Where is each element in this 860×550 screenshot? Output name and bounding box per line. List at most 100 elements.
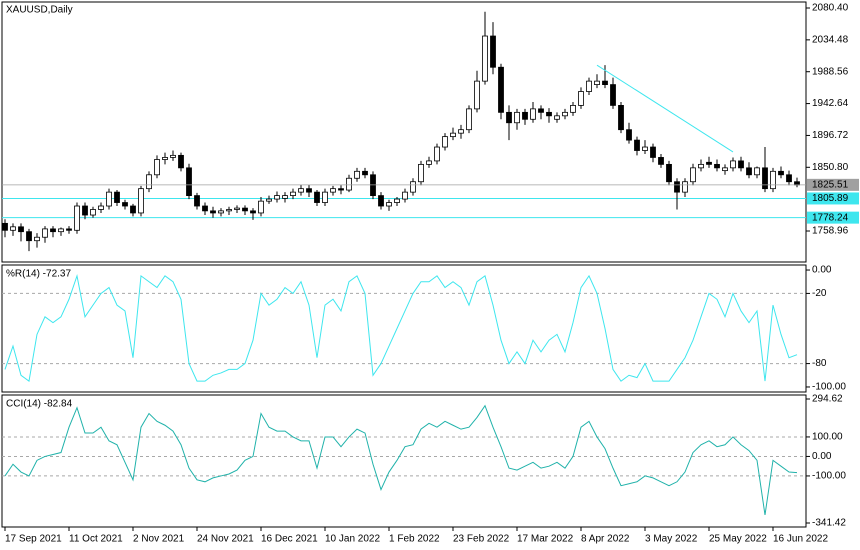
y-tick-label: 294.62 <box>812 394 843 405</box>
candle-body <box>2 222 8 231</box>
candle-body <box>466 108 472 131</box>
candle-body <box>426 160 432 165</box>
y-tick-label: 1758.96 <box>812 226 849 237</box>
candle-body <box>226 209 232 212</box>
candle-body <box>570 105 576 113</box>
candle-body <box>106 191 112 207</box>
candle-body <box>714 163 720 169</box>
candle-body <box>394 198 400 203</box>
y-tick-label: 2034.48 <box>812 35 849 46</box>
candle-body <box>194 195 200 207</box>
x-tick-label: 17 Mar 2022 <box>517 534 574 545</box>
x-tick-label: 11 Oct 2021 <box>69 534 123 545</box>
candle-body <box>634 139 640 151</box>
candle-body <box>642 146 648 151</box>
x-tick-label: 23 Feb 2022 <box>453 534 510 545</box>
candle-body <box>386 202 392 207</box>
candle-body <box>58 228 64 233</box>
candle-body <box>378 195 384 207</box>
candle-body <box>234 207 240 210</box>
candle-body <box>610 84 616 106</box>
candle-body <box>290 191 296 197</box>
candle-body <box>442 136 448 148</box>
candle-body <box>266 198 272 202</box>
candle-body <box>18 226 24 233</box>
level-label: 1778.24 <box>812 212 849 223</box>
panel-frame <box>1 1 807 263</box>
level-label: 1805.89 <box>812 193 849 204</box>
candle-body <box>10 226 16 231</box>
candle-body <box>418 163 424 183</box>
y-tick-label: 2080.40 <box>812 3 849 14</box>
candle-body <box>722 167 728 172</box>
x-tick-label: 1 Feb 2022 <box>389 534 440 545</box>
candle-body <box>562 111 568 117</box>
candle-body <box>346 177 352 191</box>
candle-body <box>706 161 712 165</box>
candle-body <box>210 210 216 214</box>
candle-body <box>42 228 48 238</box>
candle-body <box>538 108 544 113</box>
candle-body <box>202 205 208 212</box>
candle-body <box>450 132 456 138</box>
candle-body <box>154 159 160 176</box>
y-tick-label: 1988.56 <box>812 66 849 77</box>
level-label-box <box>807 192 859 205</box>
candle-body <box>410 181 416 193</box>
x-tick-label: 8 Apr 2022 <box>581 534 630 545</box>
candle-body <box>402 191 408 200</box>
candle-body <box>514 111 520 124</box>
candle-body <box>338 188 344 191</box>
last-price-label: 1825.51 <box>812 179 849 190</box>
candle-body <box>546 111 552 117</box>
x-tick-label: 10 Jan 2022 <box>325 534 380 545</box>
candle-body <box>274 195 280 200</box>
candle-body <box>66 228 72 231</box>
candle-body <box>354 170 360 179</box>
candle-body <box>586 80 592 92</box>
candle-body <box>186 167 192 197</box>
x-tick-label: 16 Dec 2021 <box>261 534 318 545</box>
y-tick-label: 100.00 <box>812 432 843 443</box>
candle-body <box>170 154 176 158</box>
indicator-line <box>4 273 798 383</box>
candle-body <box>786 174 792 183</box>
candle-body <box>746 167 752 176</box>
x-tick-label: 2 Nov 2021 <box>133 534 185 545</box>
candle-body <box>98 205 104 210</box>
candle-body <box>322 191 328 203</box>
candle-body <box>138 188 144 214</box>
y-tick-label: 1896.72 <box>812 130 849 141</box>
candle-body <box>258 200 264 214</box>
candle-body <box>162 157 168 160</box>
candle-body <box>674 181 680 193</box>
candle-body <box>130 205 136 214</box>
candle-body <box>90 209 96 216</box>
y-tick-label: -100.00 <box>812 382 846 393</box>
candle-body <box>738 160 744 169</box>
y-tick-label: -20 <box>812 288 827 299</box>
candle-body <box>122 202 128 207</box>
candle-body <box>690 167 696 183</box>
chart-title: XAUUSD,Daily <box>6 5 73 16</box>
candle-body <box>578 91 584 106</box>
candle-body <box>482 35 488 82</box>
candle-body <box>490 35 496 68</box>
candle-body <box>498 66 504 113</box>
y-tick-label: -100.00 <box>812 471 846 482</box>
y-tick-label: 0.00 <box>812 451 832 462</box>
y-tick-label: -341.42 <box>812 518 846 529</box>
candle-body <box>362 170 368 176</box>
x-tick-label: 16 Jun 2022 <box>773 534 828 545</box>
candle-body <box>50 228 56 233</box>
candle-body <box>626 129 632 141</box>
x-tick-label: 24 Nov 2021 <box>197 534 254 545</box>
candle-body <box>522 111 528 120</box>
candle-body <box>554 115 560 120</box>
candle-body <box>82 205 88 216</box>
candle-body <box>434 146 440 162</box>
candle-body <box>74 205 80 231</box>
x-tick-label: 17 Sep 2021 <box>5 534 62 545</box>
candle-body <box>250 210 256 214</box>
trendline <box>596 64 734 153</box>
